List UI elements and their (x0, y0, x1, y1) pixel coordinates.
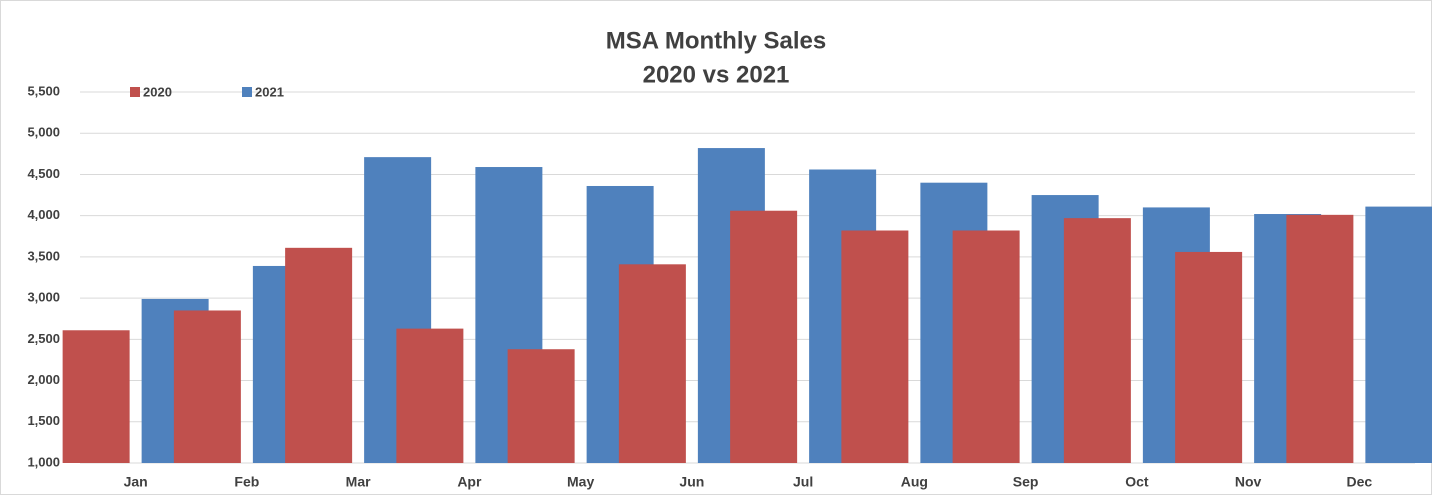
bar (1063, 218, 1131, 463)
bar (285, 247, 353, 463)
bar (618, 264, 686, 463)
x-tick-label: Mar (346, 474, 371, 490)
bar (1175, 251, 1243, 463)
y-tick-label: 4,000 (27, 207, 60, 222)
y-tick-label: 2,500 (27, 331, 60, 346)
x-tick-label: Dec (1347, 474, 1373, 490)
bar (841, 230, 909, 463)
legend-label: 2020 (143, 84, 172, 99)
bar (952, 230, 1020, 463)
legend-swatch (242, 87, 252, 97)
bar (396, 328, 464, 463)
bar (507, 349, 575, 463)
y-tick-label: 5,500 (27, 83, 60, 98)
x-tick-label: Feb (234, 474, 259, 490)
y-tick-label: 4,500 (27, 166, 60, 181)
bar (1365, 206, 1432, 463)
x-tick-label: Jun (679, 474, 704, 490)
y-tick-label: 1,000 (27, 454, 60, 469)
chart-title: MSA Monthly Sales (606, 27, 826, 54)
legend-label: 2021 (255, 84, 284, 99)
y-tick-label: 3,000 (27, 290, 60, 305)
x-tick-label: Aug (901, 474, 928, 490)
x-tick-label: Nov (1235, 474, 1262, 490)
chart-subtitle: 2020 vs 2021 (643, 61, 790, 88)
y-tick-label: 5,000 (27, 125, 60, 140)
y-tick-label: 2,000 (27, 372, 60, 387)
x-tick-label: Jan (124, 474, 148, 490)
bar (62, 330, 130, 463)
legend-swatch (130, 87, 140, 97)
x-tick-label: Oct (1125, 474, 1149, 490)
y-tick-label: 1,500 (27, 413, 60, 428)
x-tick-label: Sep (1013, 474, 1039, 490)
y-tick-label: 3,500 (27, 248, 60, 263)
x-tick-label: Jul (793, 474, 813, 490)
bar (1286, 214, 1354, 463)
x-tick-label: May (567, 474, 594, 490)
x-tick-label: Apr (457, 474, 482, 490)
bar (730, 210, 798, 463)
bar (173, 310, 241, 463)
